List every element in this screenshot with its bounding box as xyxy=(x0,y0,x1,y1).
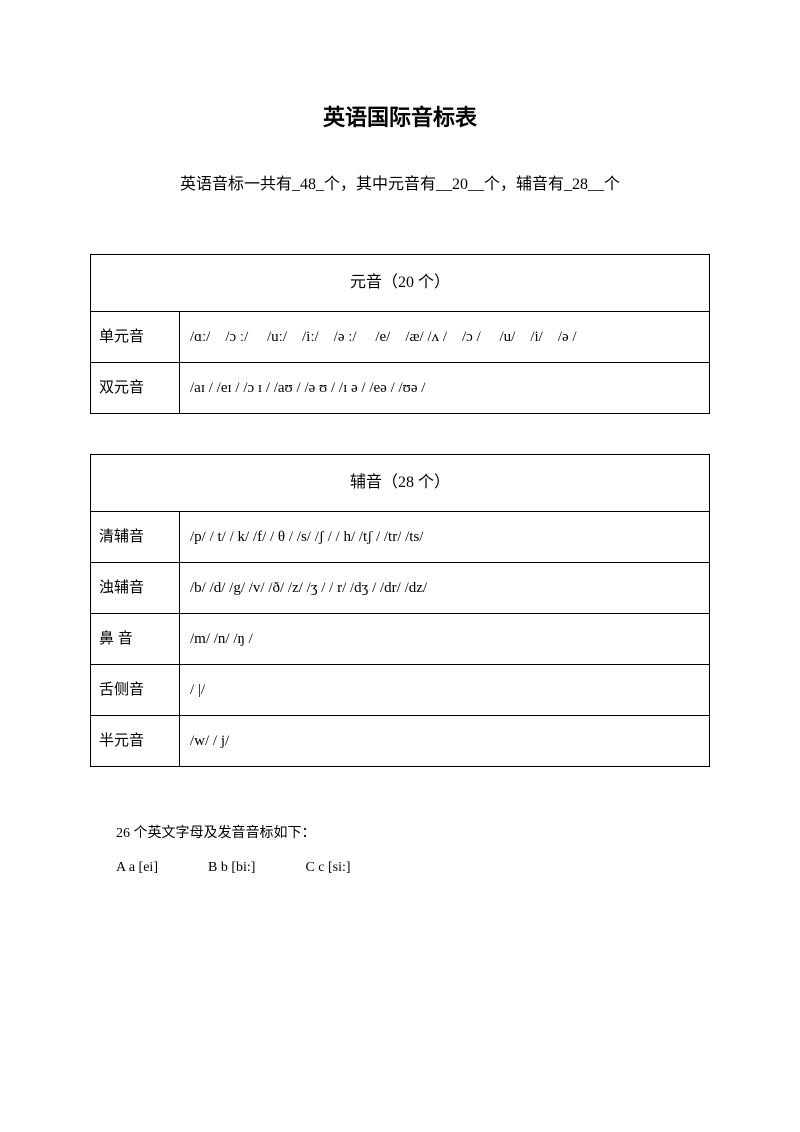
row-label: 单元音 xyxy=(91,312,180,363)
row-content: /w/ / j/ xyxy=(180,716,710,767)
row-content: /aɪ / /eɪ / /ɔ ɪ / /aʊ / /ə ʊ / /ɪ ə / /… xyxy=(180,363,710,414)
row-content: / |/ xyxy=(180,665,710,716)
vowel-table-header: 元音（20 个） xyxy=(91,255,710,312)
row-content: /p/ / t/ / k/ /f/ / θ / /s/ /ʃ / / h/ /t… xyxy=(180,512,710,563)
row-label: 清辅音 xyxy=(91,512,180,563)
consonant-table-header: 辅音（28 个） xyxy=(91,455,710,512)
table-row: 单元音 /ɑː/ /ɔ ː/ /uː/ /iː/ /ə ː/ /e/ /æ/ /… xyxy=(91,312,710,363)
row-content: /m/ /n/ /ŋ / xyxy=(180,614,710,665)
row-content: /b/ /d/ /g/ /v/ /ð/ /z/ /ʒ / / r/ /dʒ / … xyxy=(180,563,710,614)
letter-item: C c [si:] xyxy=(305,851,350,885)
row-label: 鼻 音 xyxy=(91,614,180,665)
consonant-table: 辅音（28 个） 清辅音 /p/ / t/ / k/ /f/ / θ / /s/… xyxy=(90,454,710,767)
row-label: 双元音 xyxy=(91,363,180,414)
table-row: 舌侧音 / |/ xyxy=(91,665,710,716)
letter-row: A a [ei] B b [bi:] C c [si:] xyxy=(116,851,710,885)
table-row: 浊辅音 /b/ /d/ /g/ /v/ /ð/ /z/ /ʒ / / r/ /d… xyxy=(91,563,710,614)
letter-item: B b [bi:] xyxy=(208,851,255,885)
table-row: 半元音 /w/ / j/ xyxy=(91,716,710,767)
footer-intro: 26 个英文字母及发音音标如下： xyxy=(116,817,710,851)
table-row: 清辅音 /p/ / t/ / k/ /f/ / θ / /s/ /ʃ / / h… xyxy=(91,512,710,563)
row-label: 舌侧音 xyxy=(91,665,180,716)
table-row: 鼻 音 /m/ /n/ /ŋ / xyxy=(91,614,710,665)
table-row: 双元音 /aɪ / /eɪ / /ɔ ɪ / /aʊ / /ə ʊ / /ɪ ə… xyxy=(91,363,710,414)
letter-item: A a [ei] xyxy=(116,851,158,885)
footer-notes: 26 个英文字母及发音音标如下： A a [ei] B b [bi:] C c … xyxy=(90,817,710,884)
row-label: 浊辅音 xyxy=(91,563,180,614)
row-content: /ɑː/ /ɔ ː/ /uː/ /iː/ /ə ː/ /e/ /æ/ /ʌ / … xyxy=(180,312,710,363)
page-subtitle: 英语音标一共有_48_个，其中元音有__20__个，辅音有_28__个 xyxy=(90,170,710,194)
row-label: 半元音 xyxy=(91,716,180,767)
page-title: 英语国际音标表 xyxy=(90,100,710,132)
vowel-table: 元音（20 个） 单元音 /ɑː/ /ɔ ː/ /uː/ /iː/ /ə ː/ … xyxy=(90,254,710,414)
